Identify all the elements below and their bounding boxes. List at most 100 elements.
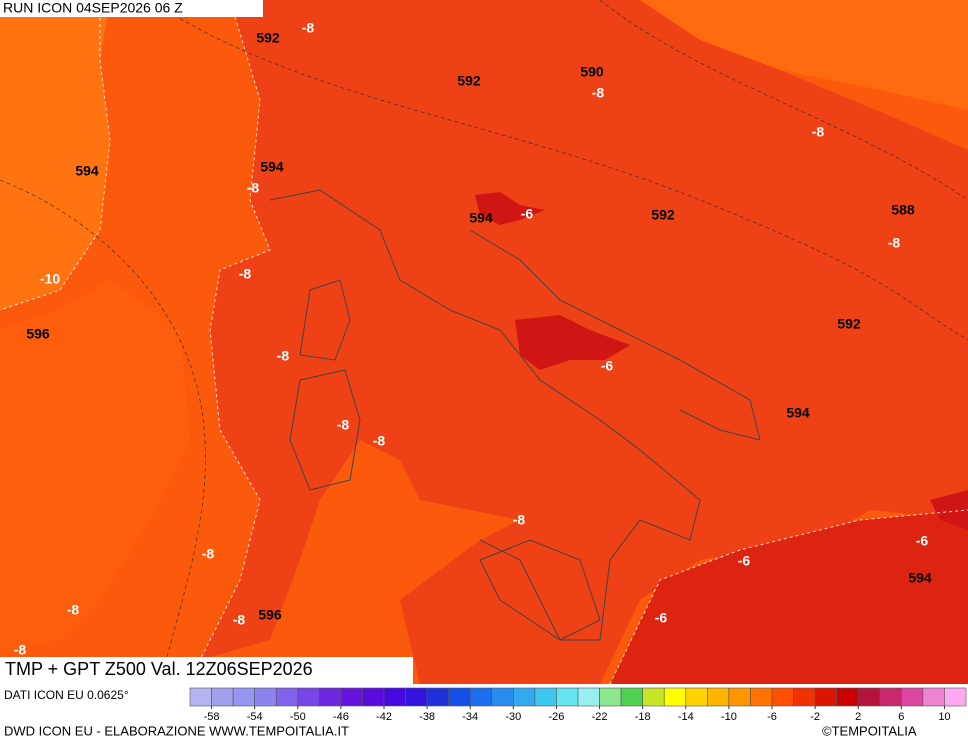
color-box [901,687,924,707]
contour-label: 592 [837,316,861,332]
color-box [448,687,471,707]
color-box [750,687,773,707]
isotherm [0,0,111,311]
color-box [836,687,859,707]
source-label: DATI ICON EU 0.0625° [4,688,129,702]
colorbar-tick-label: -38 [419,711,435,723]
geopotential-contour [149,0,968,341]
color-box [879,687,902,707]
color-box [275,687,299,707]
colorbar-tick-label: -26 [548,711,564,723]
color-box [728,687,751,707]
colorbar-tick-label: 2 [855,711,861,723]
contour-label: -10 [40,271,60,287]
contour-label: 590 [580,64,604,80]
contour-label: 594 [908,570,932,586]
colorbar-tick-label: -42 [376,711,392,723]
temp-area-cold [0,0,110,310]
color-box [771,687,794,707]
contour-label: -6 [601,358,614,374]
contour-label: 594 [786,405,810,421]
color-box [254,687,277,707]
logo-label: ©TEMPOITALIA [822,723,917,738]
contour-label: 594 [260,159,284,175]
contour-label: 596 [258,607,282,623]
temp-area-hot [930,490,968,530]
colorbar: -58 -54 -50 -46 -42 -38 -34 -30 -26 -22 -18 -14 -10-… [189,687,967,723]
contour-label: -8 [202,546,215,562]
contour-label: -6 [521,206,534,222]
colorbar-tick-label: -10 [721,711,737,723]
contour-label: 588 [891,202,915,218]
color-box [405,687,428,707]
color-box [642,687,665,707]
island-outline [479,539,601,641]
contour-label: -8 [277,348,290,364]
color-box [707,687,730,707]
color-box [469,687,493,707]
header-box [0,0,263,17]
contour-label: 592 [651,207,675,223]
contour-label: 592 [256,30,280,46]
contour-label: 594 [469,210,493,226]
temp-area-warm [610,510,968,684]
color-box [663,687,687,707]
colorbar-tick-label: -58 [204,711,220,723]
credit-label: DWD ICON EU - ELABORAZIONE WWW.TEMPOITAL… [4,723,349,738]
color-box [297,687,320,707]
title-box [0,657,413,684]
color-box [426,687,449,707]
colorbar-tick-label: -18 [635,711,651,723]
contour-label: -8 [14,642,27,658]
contour-label: 596 [26,326,50,342]
contour-label: -6 [916,533,929,549]
colorbar-tick-label: -34 [462,711,478,723]
coastline [469,229,761,441]
contour-label: 592 [457,73,481,89]
colorbar-tick-label: -2 [810,711,820,723]
temp-area-west [0,280,190,650]
colorbar-tick-label: -54 [247,711,263,723]
color-box [383,687,406,707]
contour-label: -8 [592,85,605,101]
colorbar-tick-label: 6 [898,711,904,723]
colorbar-tick-label: -46 [333,711,349,723]
color-box [362,687,385,707]
color-box [857,687,881,707]
color-box [556,687,579,707]
color-box [685,687,708,707]
contour-label: 594 [75,163,99,179]
contour-label: -6 [655,610,668,626]
color-box [577,687,600,707]
coastline [269,189,701,641]
island-outline [289,369,361,491]
contour-label: -8 [888,235,901,251]
colorbar-tick-label: 10 [938,711,950,723]
map-title: TMP + GPT Z500 Val. 12Z06SEP2026 [5,659,313,679]
run-label: RUN ICON 04SEP2026 06 Z [3,0,183,16]
color-box [232,687,255,707]
colorbar-tick-label: -30 [505,711,521,723]
isotherm [609,509,968,685]
temp-area-hot [515,315,630,370]
geopotential-contour [0,179,206,685]
contour-label: -8 [513,512,526,528]
isotherm [199,0,271,661]
color-box [944,687,967,707]
contour-label: -8 [247,180,260,196]
color-box [340,687,363,707]
color-box [319,687,342,707]
contour-label: -8 [233,612,246,628]
color-box [793,687,816,707]
color-box [211,687,234,707]
map [0,0,968,685]
geopotential-contour [599,0,968,201]
colorbar-tick-label: -6 [767,711,777,723]
color-box [189,687,212,707]
island-outline [299,279,351,361]
color-box [620,687,643,707]
contour-label: -8 [239,266,252,282]
colorbar-tick-label: -14 [678,711,694,723]
